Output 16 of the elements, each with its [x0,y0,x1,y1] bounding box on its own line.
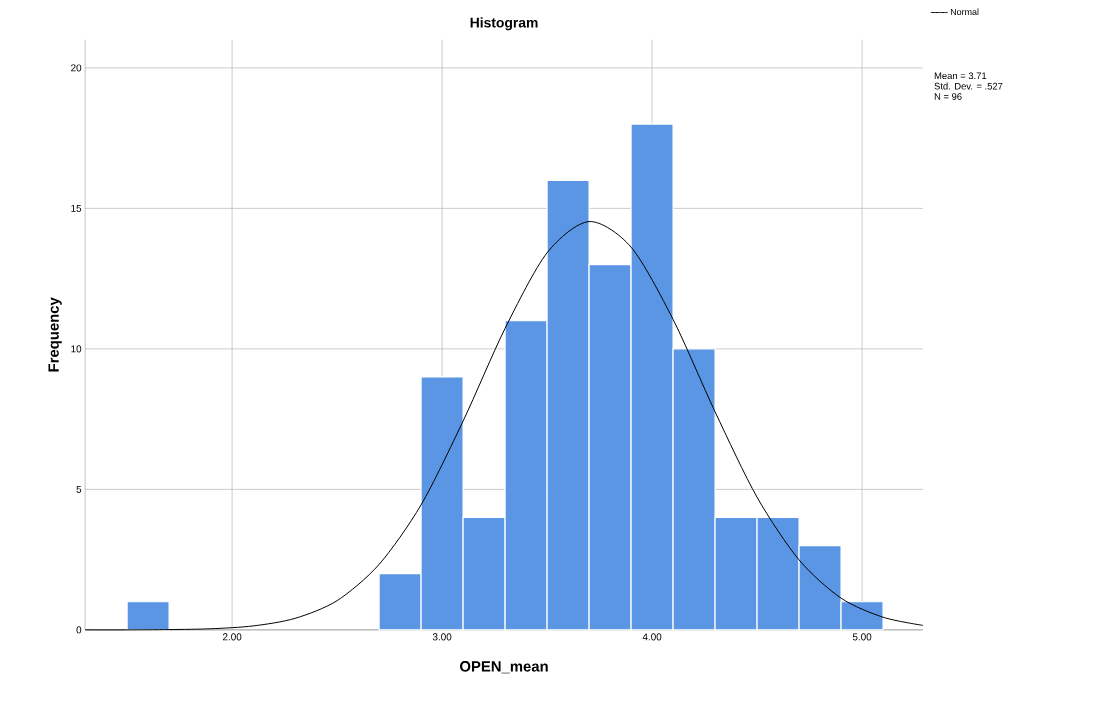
y-tick-label: 15 [71,204,82,212]
legend-label: Normal [950,8,979,15]
x-tick-label: 3.00 [432,633,452,641]
y-tick-label: 20 [71,64,82,72]
y-tick-label: 10 [71,345,82,353]
chart-title: Histogram [470,17,538,31]
text: N = 96 [934,93,962,100]
x-tick-label: 4.00 [642,633,662,641]
y-axis-title: Frequency [48,297,62,372]
text: Mean = 3.71 [934,72,987,79]
x-tick-label: 2.00 [222,633,242,641]
text: Std. Dev. = .527 [934,82,1003,90]
y-tick-label: 0 [76,626,82,634]
x-axis-title: OPEN_mean [460,660,548,674]
y-tick-label: 5 [76,485,82,493]
x-tick-label: 5.00 [852,633,872,641]
